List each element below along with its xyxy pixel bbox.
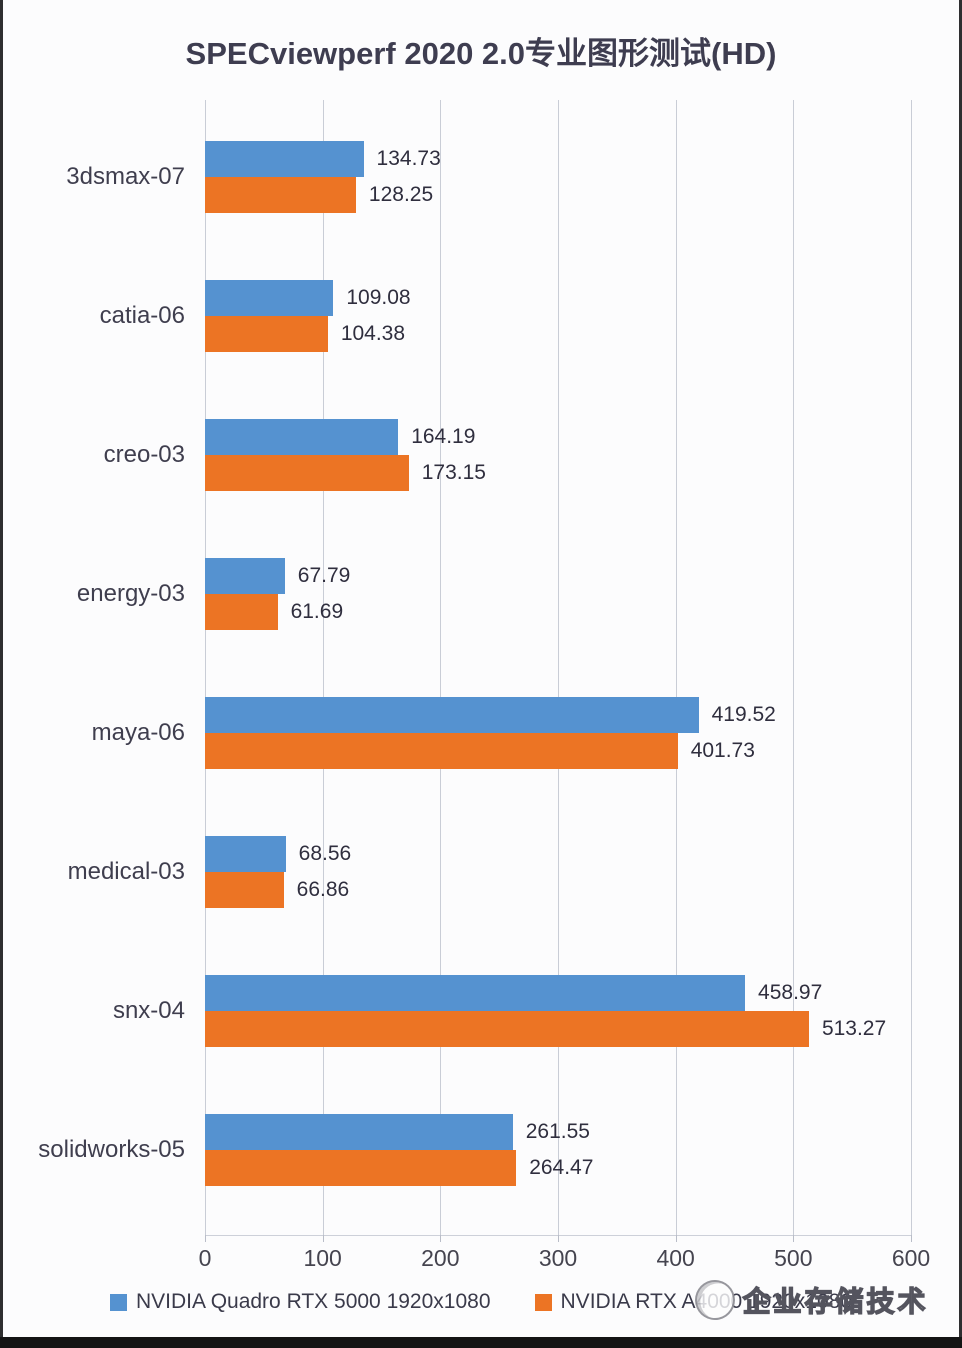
x-tick-mark	[793, 1235, 795, 1242]
bar	[205, 279, 334, 316]
legend: NVIDIA Quadro RTX 5000 1920x1080 NVIDIA …	[0, 1276, 962, 1324]
plot-area: 134.73 128.25 109.08 104.38 164.19 173.15 67.7…	[205, 100, 912, 1236]
x-tick-mark	[205, 1235, 206, 1242]
bar-value-label: 61.69	[290, 599, 344, 623]
category-label: medical-03	[67, 857, 185, 885]
gridline	[205, 100, 206, 1235]
x-tick-label: 100	[303, 1245, 342, 1271]
bar-value-label: 164.19	[411, 424, 476, 448]
x-tick-mark	[911, 1235, 912, 1242]
bar-value-label: 67.79	[297, 563, 351, 587]
bar	[205, 732, 678, 769]
legend-label-a4000: NVIDIA RTX A4000 1920x1080	[560, 1290, 852, 1313]
bar	[205, 176, 356, 213]
x-tick-label: 400	[656, 1245, 695, 1271]
bar	[205, 454, 409, 491]
gridline	[558, 100, 559, 1235]
category-label: solidworks-05	[38, 1135, 185, 1163]
category-label: creo-03	[103, 440, 185, 468]
legend-swatch-blue	[110, 1293, 127, 1311]
bar	[205, 557, 285, 594]
bar-value-label: 104.38	[340, 321, 406, 345]
bar	[205, 593, 278, 630]
x-tick-mark	[440, 1235, 442, 1242]
bar	[205, 1149, 517, 1186]
bar	[205, 871, 284, 908]
bar	[205, 418, 399, 455]
legend-swatch-orange	[534, 1293, 552, 1311]
legend-label-rtx5000: NVIDIA Quadro RTX 5000 1920x1080	[136, 1290, 491, 1313]
gridline	[911, 100, 912, 1235]
bar-value-label: 513.27	[821, 1016, 887, 1040]
bar-value-label: 66.86	[296, 877, 350, 901]
bar	[205, 835, 286, 872]
bar-value-label: 173.15	[421, 460, 486, 484]
frame-edge-left	[0, 0, 3, 1348]
gridline	[440, 100, 442, 1235]
category-label: energy-03	[76, 579, 185, 607]
x-tick-label: 500	[774, 1245, 813, 1271]
bar-value-label: 261.55	[525, 1119, 590, 1143]
x-tick-label: 300	[538, 1245, 578, 1271]
x-tick-label: 600	[891, 1245, 931, 1271]
chart-title: SPECviewperf 2020 2.0专业图形测试(HD)	[185, 36, 777, 71]
legend-item-rtx5000: NVIDIA Quadro RTX 5000 1920x1080	[110, 1290, 491, 1314]
x-tick-label: 200	[421, 1245, 460, 1271]
bar-value-label: 134.73	[376, 146, 441, 170]
bar-value-label: 401.73	[690, 738, 755, 762]
frame-bottom-strip	[0, 1337, 962, 1348]
bar	[205, 315, 328, 352]
bar-value-label: 68.56	[298, 841, 352, 865]
x-tick-label: 0	[198, 1245, 212, 1271]
bar-value-label: 128.25	[368, 182, 434, 206]
bar	[205, 974, 746, 1011]
bar-value-label: 458.97	[758, 980, 823, 1004]
gridline	[793, 100, 795, 1235]
x-tick-mark	[322, 1235, 324, 1242]
category-label: catia-06	[99, 301, 185, 329]
legend-item-a4000: NVIDIA RTX A4000 1920x1080 企业存储技术	[534, 1276, 926, 1324]
x-tick-mark	[675, 1235, 677, 1242]
bar-value-label: 419.52	[711, 702, 776, 726]
category-label: maya-06	[91, 718, 185, 746]
category-label: snx-04	[112, 996, 185, 1024]
x-tick-mark	[558, 1235, 559, 1242]
bar	[205, 140, 364, 177]
bar-value-label: 109.08	[346, 285, 411, 309]
gridline	[322, 100, 324, 1235]
category-label: 3dsmax-07	[66, 162, 185, 190]
bar-value-label: 264.47	[529, 1155, 594, 1179]
frame-edge-right	[959, 0, 962, 1348]
gridline	[675, 100, 677, 1235]
bar	[205, 1010, 809, 1047]
bar	[205, 696, 699, 733]
bar	[205, 1113, 513, 1150]
